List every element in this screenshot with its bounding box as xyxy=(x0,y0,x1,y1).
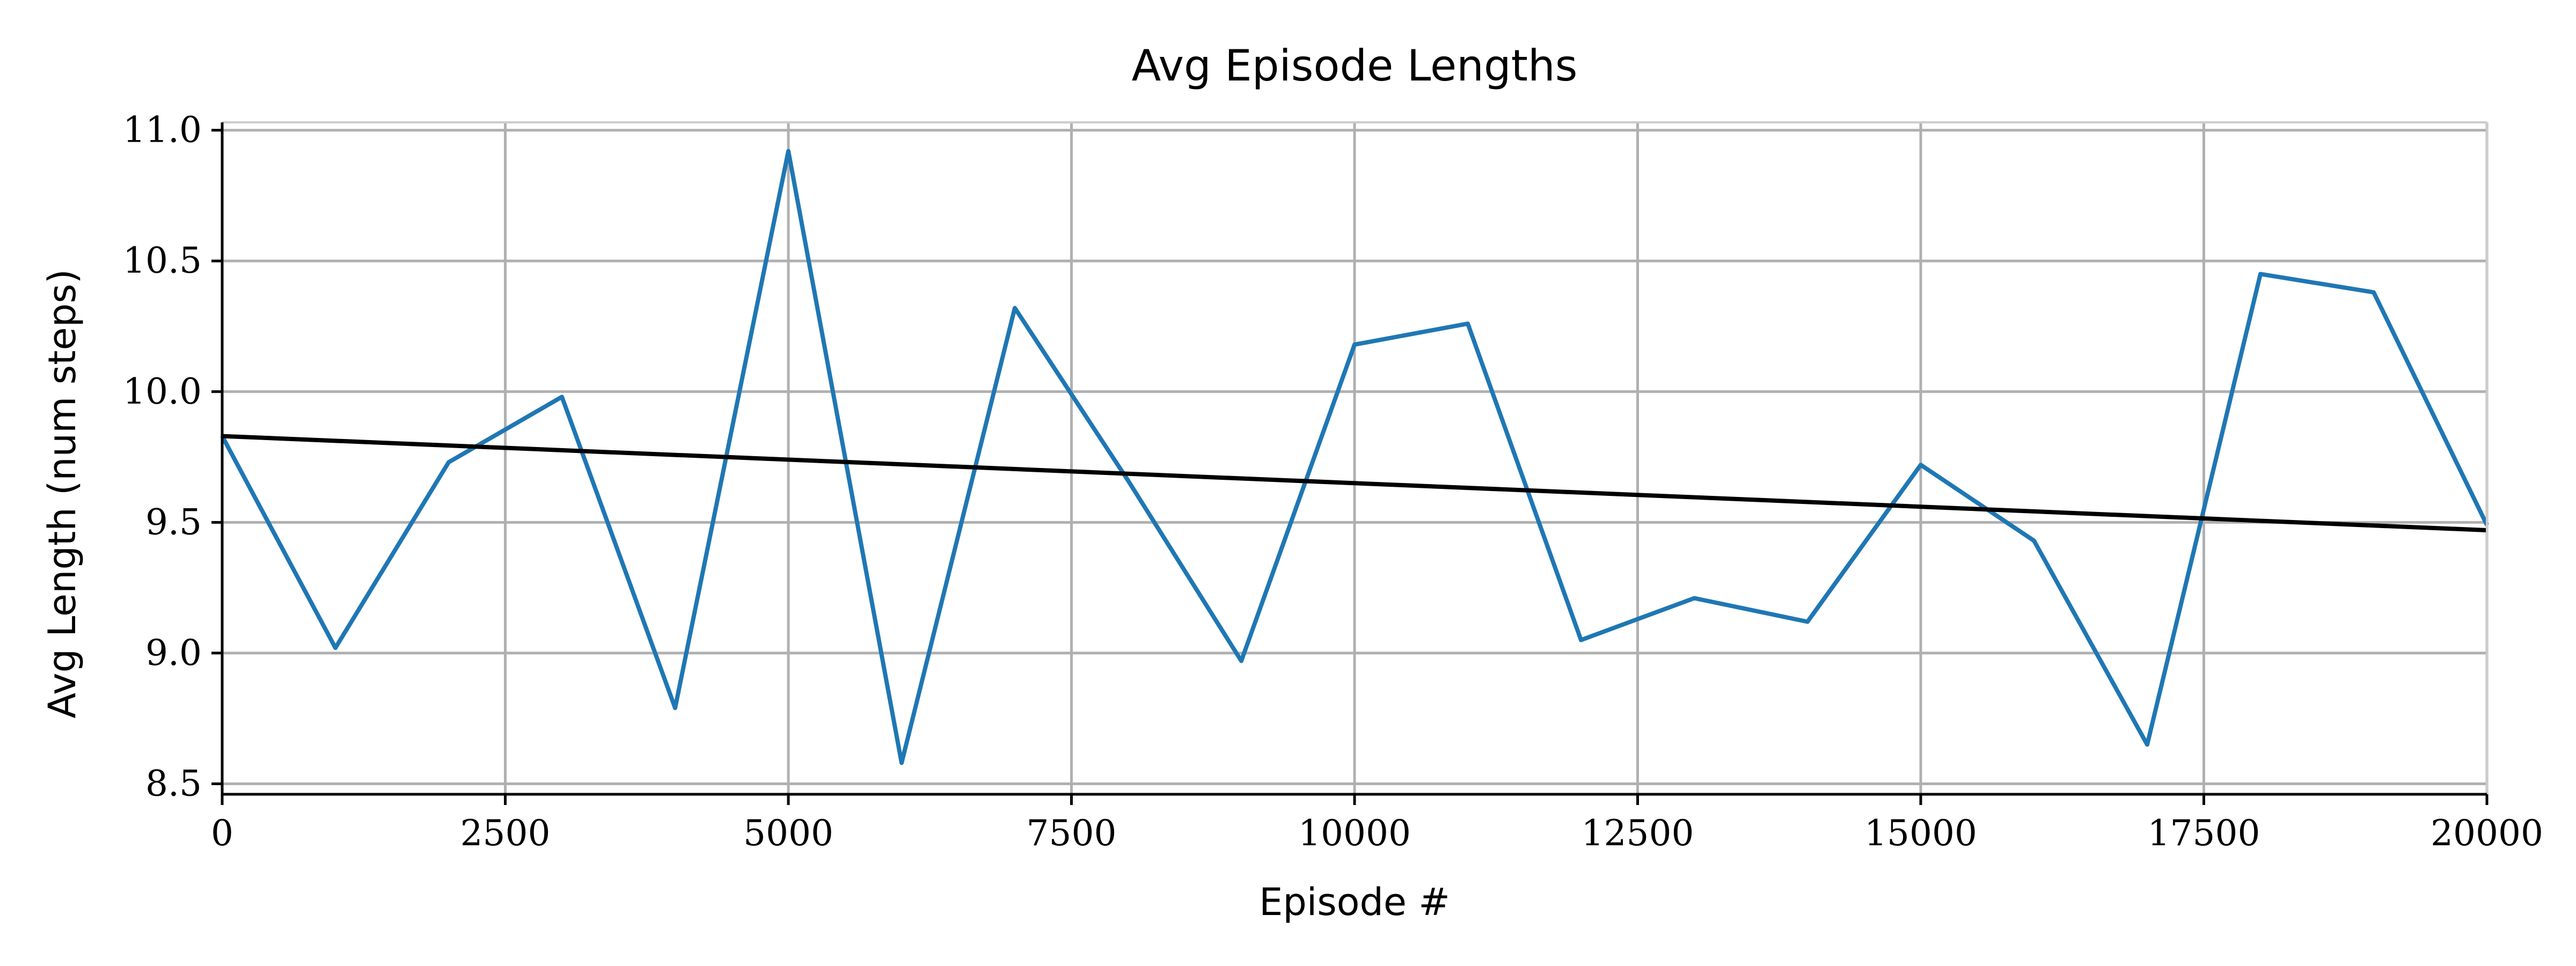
trend-line xyxy=(222,434,2487,532)
y-tick-label: 8.5 xyxy=(145,763,202,804)
y-tick-label: 9.5 xyxy=(145,501,202,543)
series-group xyxy=(220,149,2489,765)
x-tick-label: 20000 xyxy=(2431,813,2543,854)
grid xyxy=(221,122,2489,794)
y-tick-label: 11.0 xyxy=(123,109,202,151)
y-tick-label: 10.5 xyxy=(123,240,202,281)
x-axis-label: Episode # xyxy=(1259,880,1450,924)
x-tick-label: 0 xyxy=(211,813,233,854)
y-tick-label: 10.0 xyxy=(123,371,202,412)
x-tick-label: 5000 xyxy=(743,813,833,854)
x-tick-label: 17500 xyxy=(2148,813,2260,854)
y-tick-label: 9.0 xyxy=(145,632,202,674)
x-tick-label: 10000 xyxy=(1298,813,1411,854)
x-tick-label: 12500 xyxy=(1582,813,1694,854)
x-tick-label: 7500 xyxy=(1027,813,1117,854)
x-tick-label: 2500 xyxy=(460,813,551,854)
chart-title: Avg Episode Lengths xyxy=(1132,41,1578,91)
episode-length-line xyxy=(220,149,2489,765)
ticks: 0 2500 5000 7500 10000 12500 15000 17500 20000 8.… xyxy=(123,109,2543,854)
x-tick-label: 15000 xyxy=(1864,813,1977,854)
y-axis-label: Avg Length (num steps) xyxy=(40,269,84,718)
